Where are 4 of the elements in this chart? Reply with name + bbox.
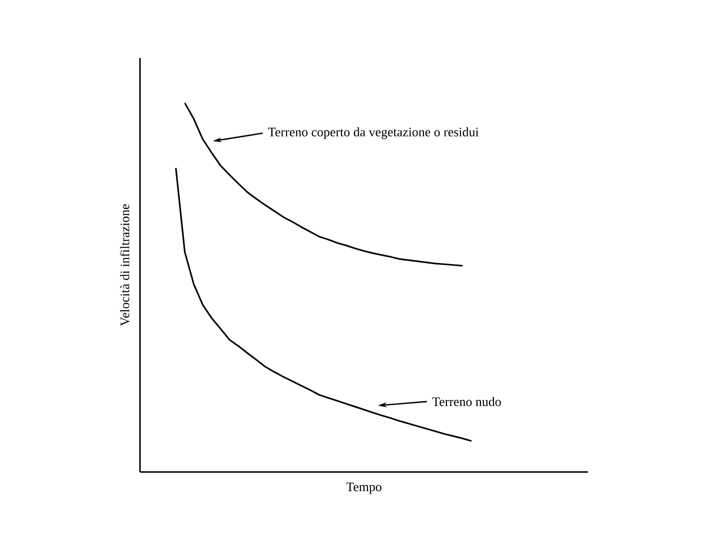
y-axis-title: Velocità di infiltrazione [120,204,130,326]
legend-label: Terreno coperto da vegetazione o residui [268,127,479,140]
legend-label: Terreno nudo [432,396,501,406]
x-axis-title: Tempo [346,482,382,494]
